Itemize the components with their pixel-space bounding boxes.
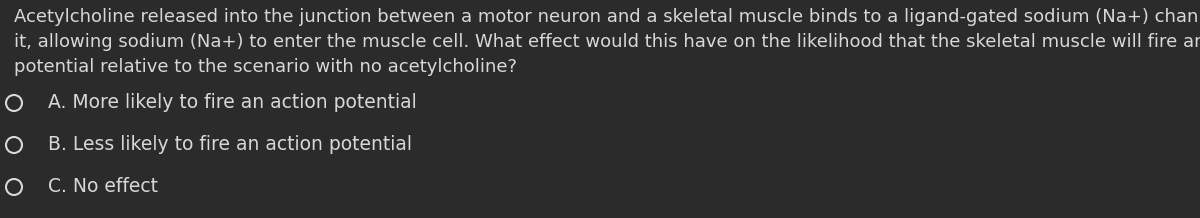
Text: A. More likely to fire an action potential: A. More likely to fire an action potenti… [48,94,416,112]
Text: B. Less likely to fire an action potential: B. Less likely to fire an action potenti… [48,136,412,155]
Text: C. No effect: C. No effect [48,177,158,196]
Text: Acetylcholine released into the junction between a motor neuron and a skeletal m: Acetylcholine released into the junction… [14,8,1200,76]
